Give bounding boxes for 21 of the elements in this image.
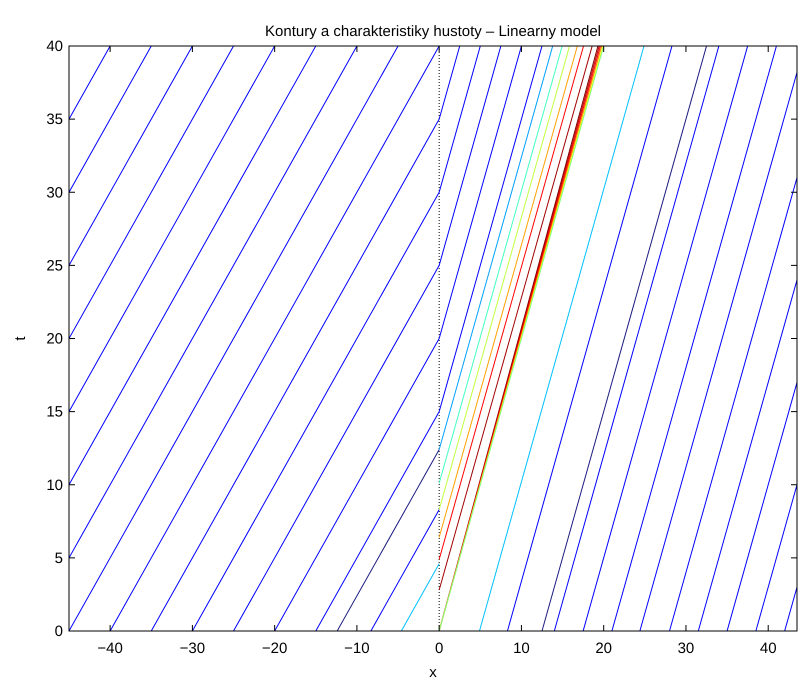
x-tick-label: 10 xyxy=(513,640,530,657)
y-tick-label: 10 xyxy=(46,476,63,494)
chart-title: Kontury a charakteristiky hustoty – Linearny model xyxy=(265,23,601,40)
x-tick-label: 40 xyxy=(760,640,777,657)
y-tick-label: 15 xyxy=(46,404,63,421)
x-tick-label: −30 xyxy=(180,640,206,657)
y-tick-label: 20 xyxy=(46,330,63,348)
y-tick-label: 25 xyxy=(46,257,63,274)
y-tick-label: 5 xyxy=(54,550,63,567)
y-tick-label: 30 xyxy=(46,184,63,202)
x-tick-label: 20 xyxy=(595,640,612,657)
x-tick-label: 30 xyxy=(678,640,694,657)
x-tick-label: 0 xyxy=(435,640,444,657)
x-tick-label: −40 xyxy=(97,640,123,657)
x-axis-title: x xyxy=(429,664,438,681)
y-tick-label: 35 xyxy=(46,111,63,128)
y-axis-title: t xyxy=(12,336,29,341)
x-tick-label: −20 xyxy=(262,640,288,657)
x-tick-label: −10 xyxy=(344,640,370,657)
y-tick-label: 0 xyxy=(54,623,63,640)
y-tick-label: 40 xyxy=(46,38,63,55)
